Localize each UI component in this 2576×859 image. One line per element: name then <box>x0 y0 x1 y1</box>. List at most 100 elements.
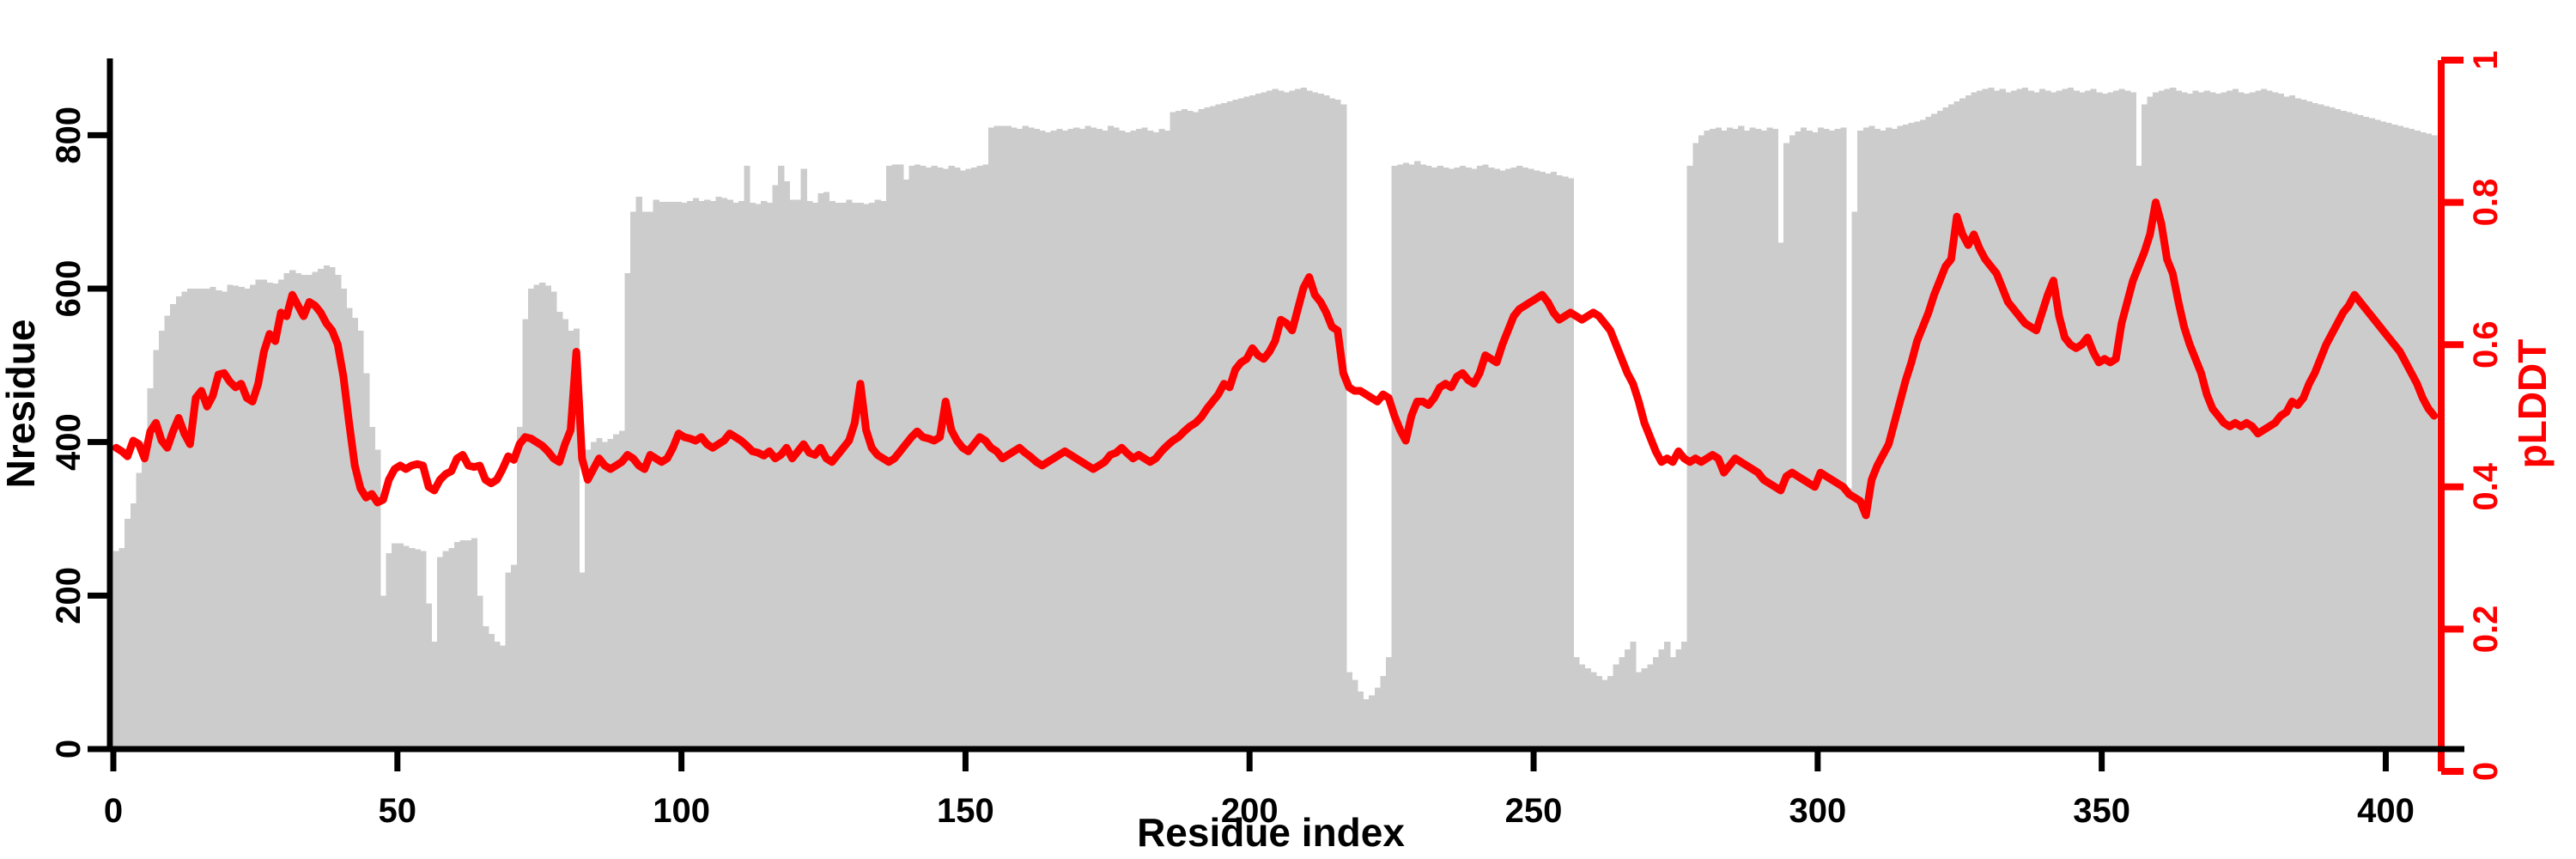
nresidue-bar <box>1193 112 1200 749</box>
nresidue-bar <box>1664 641 1671 749</box>
nresidue-bar <box>908 166 915 749</box>
nresidue-bar <box>2096 92 2103 749</box>
nresidue-bar <box>789 199 796 749</box>
nresidue-bar <box>2033 92 2040 749</box>
nresidue-bar <box>2300 100 2307 750</box>
nresidue-bar <box>1204 107 1211 750</box>
nresidue-bar <box>2420 131 2427 749</box>
nresidue-bar <box>471 538 478 749</box>
nresidue-bar <box>2067 87 2075 749</box>
nresidue-bar <box>2056 90 2063 749</box>
nresidue-bar <box>2050 92 2057 749</box>
nresidue-bar <box>1005 125 1012 750</box>
nresidue-bar <box>880 201 887 749</box>
nresidue-bar <box>585 449 592 749</box>
nresidue-bar <box>1061 130 1069 750</box>
nresidue-bar <box>965 168 972 749</box>
nresidue-bar <box>704 199 711 749</box>
nresidue-bar <box>1419 164 1426 749</box>
nresidue-bar <box>2090 88 2097 750</box>
nresidue-bar <box>1289 90 1296 749</box>
nresidue-bar <box>1698 135 1705 749</box>
nresidue-bar <box>676 202 683 750</box>
nresidue-bar <box>1369 695 1376 749</box>
bottom-axis-tick-label: 300 <box>1789 792 1846 830</box>
nresidue-bar <box>465 540 472 749</box>
nresidue-bar <box>829 201 835 749</box>
left-axis-tick-label: 0 <box>50 740 88 758</box>
nresidue-bar <box>2334 108 2342 749</box>
nresidue-bar <box>2414 130 2421 750</box>
nresidue-bar <box>2186 94 2194 750</box>
nresidue-bar <box>125 519 131 749</box>
left-axis-tick-label: 400 <box>50 413 88 471</box>
nresidue-bar <box>2158 90 2166 749</box>
nresidue-bar <box>1726 127 1734 749</box>
nresidue-bar <box>1880 130 1886 750</box>
nresidue-bar <box>1619 656 1625 749</box>
nresidue-bar <box>630 211 637 750</box>
nresidue-bar <box>2141 104 2148 750</box>
nresidue-bar <box>1425 166 1432 749</box>
nresidue-bar <box>2379 121 2387 749</box>
nresidue-bar <box>1465 167 1472 750</box>
nresidue-bar <box>987 127 995 749</box>
nresidue-bar <box>1119 130 1126 750</box>
nresidue-bar <box>261 279 268 749</box>
nresidue-bar <box>403 545 410 749</box>
nresidue-bar <box>840 202 848 749</box>
nresidue-bar <box>1363 698 1370 749</box>
nresidue-bar <box>1862 127 1869 749</box>
nresidue-bar <box>2391 124 2398 749</box>
nresidue-bar <box>1738 125 1745 750</box>
nresidue-bar <box>1795 131 1801 749</box>
nresidue-bar <box>244 289 251 749</box>
nresidue-bar <box>1993 90 2001 749</box>
nresidue-bar <box>2044 90 2051 749</box>
nresidue-bar <box>2203 90 2210 749</box>
nresidue-bar <box>374 449 381 749</box>
nresidue-bar <box>732 202 739 749</box>
nresidue-bar <box>959 170 967 749</box>
nresidue-bar <box>1267 90 1273 749</box>
nresidue-bar <box>414 549 421 749</box>
nresidue-bar <box>1710 129 1716 749</box>
nresidue-bar <box>499 645 507 749</box>
nresidue-bar <box>1766 127 1773 749</box>
nresidue-bar <box>726 199 733 749</box>
nresidue-bar <box>1948 104 1955 750</box>
nresidue-bar <box>1039 130 1046 750</box>
nresidue-bar <box>1743 130 1751 750</box>
nresidue-bar <box>511 564 518 749</box>
nresidue-bar <box>641 211 648 750</box>
right-axis-tick-label: 0.2 <box>2467 606 2505 654</box>
nresidue-bar <box>1925 116 1932 749</box>
nresidue-bar <box>1829 130 1836 750</box>
nresidue-bar <box>982 164 989 749</box>
nresidue-bar <box>863 204 870 750</box>
left-axis-ticks: 0 200 400 600 800 <box>50 107 110 758</box>
nresidue-bar <box>2198 92 2205 749</box>
nresidue-bar <box>1641 668 1648 749</box>
nresidue-bar <box>1607 676 1614 749</box>
nresidue-bar <box>1982 88 1989 750</box>
nresidue-bar <box>1124 131 1131 749</box>
nresidue-bar <box>624 273 631 749</box>
nresidue-bar <box>942 168 950 749</box>
nresidue-bar <box>1488 167 1495 750</box>
nresidue-bar <box>1431 167 1438 750</box>
right-axis-tick-label: 0.8 <box>2467 179 2505 227</box>
nresidue-bar <box>1226 101 1233 749</box>
nresidue-bar <box>249 284 257 749</box>
nresidue-bar <box>1953 101 1960 749</box>
nresidue-bar <box>283 273 290 749</box>
nresidue-bar <box>2118 88 2125 750</box>
nresidue-bar <box>2192 90 2199 749</box>
nresidue-bar <box>556 311 563 749</box>
nresidue-bar <box>783 180 790 749</box>
nresidue-bar <box>397 543 404 749</box>
nresidue-bar <box>1897 125 1904 750</box>
nresidue-bar <box>2181 92 2188 749</box>
nresidue-bar <box>118 547 125 749</box>
nresidue-bar <box>459 540 466 749</box>
